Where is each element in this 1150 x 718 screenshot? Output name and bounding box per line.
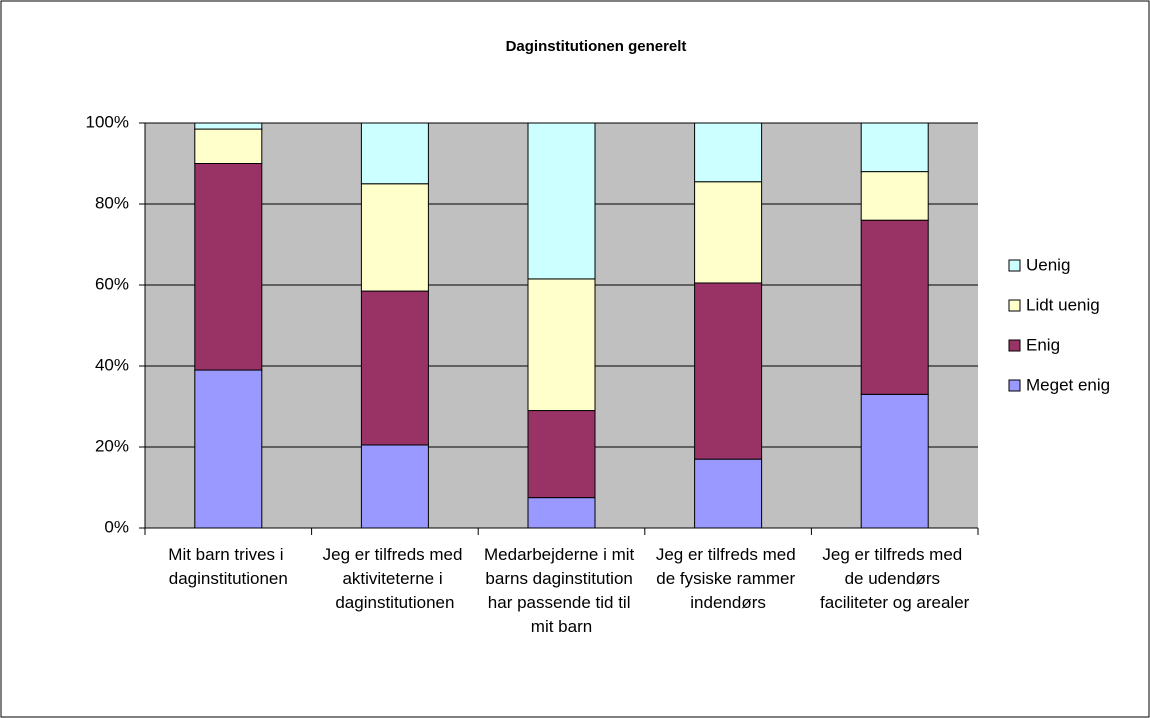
bar-segment — [527, 410, 596, 499]
bar-segment — [360, 122, 429, 185]
bar-segment — [527, 122, 596, 280]
x-tick-label: Medarbejderne i mit barns daginstitution… — [484, 545, 639, 636]
legend-label: Meget enig — [1026, 375, 1110, 394]
x-tick-label: Mit barn trives i daginstitutionen — [168, 545, 288, 588]
legend-swatch — [1008, 339, 1021, 352]
legend-label: Lidt uenig — [1026, 295, 1100, 314]
legend-label: Enig — [1026, 335, 1060, 354]
bar-segment — [527, 497, 596, 529]
bar-segment — [194, 163, 263, 371]
y-tick-label: 20% — [95, 436, 129, 455]
legend-label: Uenig — [1026, 255, 1070, 274]
bar-segment — [194, 369, 263, 529]
x-tick-label: Jeg er tilfreds med aktiviteterne i dagi… — [323, 545, 468, 612]
legend-swatch — [1008, 379, 1021, 392]
y-tick-label: 0% — [104, 517, 129, 536]
bar-segment — [694, 458, 763, 529]
bar-segment — [360, 183, 429, 292]
y-tick-label: 80% — [95, 193, 129, 212]
bar-segment — [194, 128, 263, 164]
bar-segment — [860, 393, 929, 529]
legend-swatch — [1008, 299, 1021, 312]
bar-segment — [694, 282, 763, 460]
y-tick-label: 100% — [86, 112, 129, 131]
y-tick-label: 40% — [95, 355, 129, 374]
bar-segment — [527, 278, 596, 412]
bar-segment — [360, 444, 429, 529]
bar-segment — [860, 171, 929, 221]
y-tick-label: 60% — [95, 274, 129, 293]
x-tick-label: Jeg er tilfreds med de fysiske rammer in… — [656, 545, 801, 612]
x-tick-label: Jeg er tilfreds med de udendørs facilite… — [820, 545, 970, 612]
chart-title: Daginstitutionen generelt — [506, 38, 687, 55]
bar-segment — [860, 122, 929, 173]
legend-swatch — [1008, 259, 1021, 272]
bar-segment — [860, 219, 929, 395]
bar-segment — [694, 181, 763, 284]
bar-segment — [194, 122, 263, 130]
bar-segment — [360, 290, 429, 446]
bar-segment — [694, 122, 763, 183]
